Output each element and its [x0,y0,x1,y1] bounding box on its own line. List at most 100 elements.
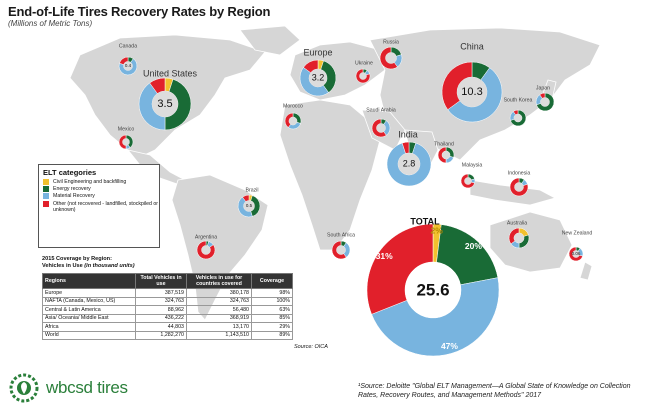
chart-subtitle: (Millions of Metric Tons) [8,19,93,28]
legend-label-energy: Energy recovery [53,186,91,193]
cell-coverage: 89% [251,330,293,340]
pie-charts: Canada 0.4 United States 3.5 Mexico Brazil 0.5… [118,39,592,357]
pie-russia [379,46,403,70]
pie-south-korea-label: South Korea [504,97,533,103]
pie-morocco-hole [289,117,297,125]
pie-morocco [284,112,302,130]
pie-indonesia-label: Indonesia [508,170,531,176]
header-covered-vehicles: Vehicles in use for countries covered [186,273,252,289]
pie-china-value: 10.3 [461,86,482,98]
table-source: Source: OICA [294,344,328,350]
pie-brazil-label: Brazil [246,187,259,193]
pie-india-hole [398,153,420,175]
pie-europe-label: Europe [303,47,332,57]
legend-item-other: Other (not recovered - landfilled, stock… [43,200,159,213]
tire-leaf-icon [9,373,39,403]
cell-total: 324,763 [135,296,187,306]
pie-japan-label: Japan [536,85,550,91]
pie-india [386,141,432,187]
pie-japan-hole [540,97,550,107]
pie-total [366,223,500,357]
pie-total-slice-label-civil: 2% [431,225,444,235]
pie-china-label: China [460,41,484,51]
new-zealand-shape [579,261,593,281]
pie-south-korea [509,109,527,127]
pie-total-label: TOTAL [410,216,440,226]
pie-canada-hole [123,61,133,71]
pie-south-africa-label: South Africa [327,232,355,238]
pie-saudi-arabia [371,118,391,138]
cell-covered: 324,763 [186,296,252,306]
cell-covered: 380,178 [186,288,252,298]
legend-item-material: Material Recovery [43,193,159,200]
cell-coverage: 29% [251,322,293,332]
pie-canada-value: 0.4 [125,63,132,68]
cell-total: 88,962 [135,305,187,315]
pie-indonesia-hole [514,182,524,192]
pie-canada-label: Canada [119,43,137,49]
coverage-table: Regions Total Vehicles in use Vehicles i… [42,273,293,340]
cell-region: Central & Latin America [42,305,136,315]
cell-region: Africa [42,322,136,332]
pie-united-states [138,77,192,131]
cell-total: 44,803 [135,322,187,332]
cell-coverage: 85% [251,313,293,323]
pie-total-slice-label-energy: 20% [465,241,482,251]
pie-europe [299,59,337,97]
legend-label-civil: Civil Engineering and backfilling [53,179,127,185]
cell-total: 436,222 [135,313,187,323]
pie-united-states-value: 3.5 [157,98,172,110]
pie-argentina-hole [201,245,211,255]
pie-saudi-arabia-label: Saudi Arabia [366,107,396,113]
table-row: NAFTA (Canada, Mexico, US) 324,763 324,7… [42,296,293,306]
pie-united-states-label: United States [143,68,198,78]
table-row: Africa 44,803 13,170 29% [42,322,293,332]
coverage-header-row: Regions Total Vehicles in use Vehicles i… [42,273,293,289]
pie-ukraine [355,68,371,84]
coverage-title-line2: Vehicles in Use (in thousand units) [42,263,135,270]
pie-brazil-hole [243,200,255,212]
cell-covered: 368,919 [186,313,252,323]
table-row: World 1,282,270 1,143,510 89% [42,330,293,340]
pie-south-africa-hole [336,245,346,255]
pie-total-slice-material [371,277,500,357]
cell-region: Asia/ Oceania/ Middle East [42,313,136,323]
table-row: Europe 387,519 380,178 98% [42,288,293,298]
wbcsd-logo: wbcsd tires [8,372,156,406]
pie-india-label: India [398,129,418,139]
footnote: ¹Source: Deloitte "Global ELT Management… [358,383,631,399]
pie-new-zealand-value: 0.06 [572,251,581,256]
pie-thailand-hole [442,151,450,159]
pie-china-hole [457,77,487,107]
chart-title: End-of-Life Tires Recovery Rates by Regi… [8,4,271,19]
pie-canada [118,56,138,76]
cell-coverage: 98% [251,288,293,298]
pie-thailand-label: Thailand [434,141,454,147]
pie-south-korea-hole [514,114,522,122]
legend-label-other: Other (not recovered - landfilled, stock… [53,200,158,213]
pie-new-zealand-hole [572,250,580,258]
cell-covered: 1,143,510 [186,330,252,340]
africa-shape [279,99,381,251]
legend-swatch-other [43,200,49,207]
australia-shape [489,211,573,273]
pie-mexico [118,134,134,150]
cell-coverage: 100% [251,296,293,306]
pie-australia-label: Australia [507,220,527,226]
coverage-title-vehicles: Vehicles in Use [42,263,83,269]
pie-mexico-label: Mexico [118,126,135,132]
cell-region: Europe [42,288,136,298]
pie-mexico-hole [122,138,130,146]
cell-region: World [42,330,136,340]
logo-text: wbcsd tires [46,378,128,397]
pie-europe-hole [309,69,327,87]
cell-covered: 13,170 [186,322,252,332]
greenland-shape [239,25,301,56]
coverage-title-unit: (in thousand units) [84,263,135,269]
pie-thailand [437,146,455,164]
pie-ukraine-label: Ukraine [355,60,373,66]
pie-total-slice-label-material: 47% [441,341,458,351]
legend-label-material: Material Recovery [53,193,95,200]
cell-coverage: 63% [251,305,293,315]
